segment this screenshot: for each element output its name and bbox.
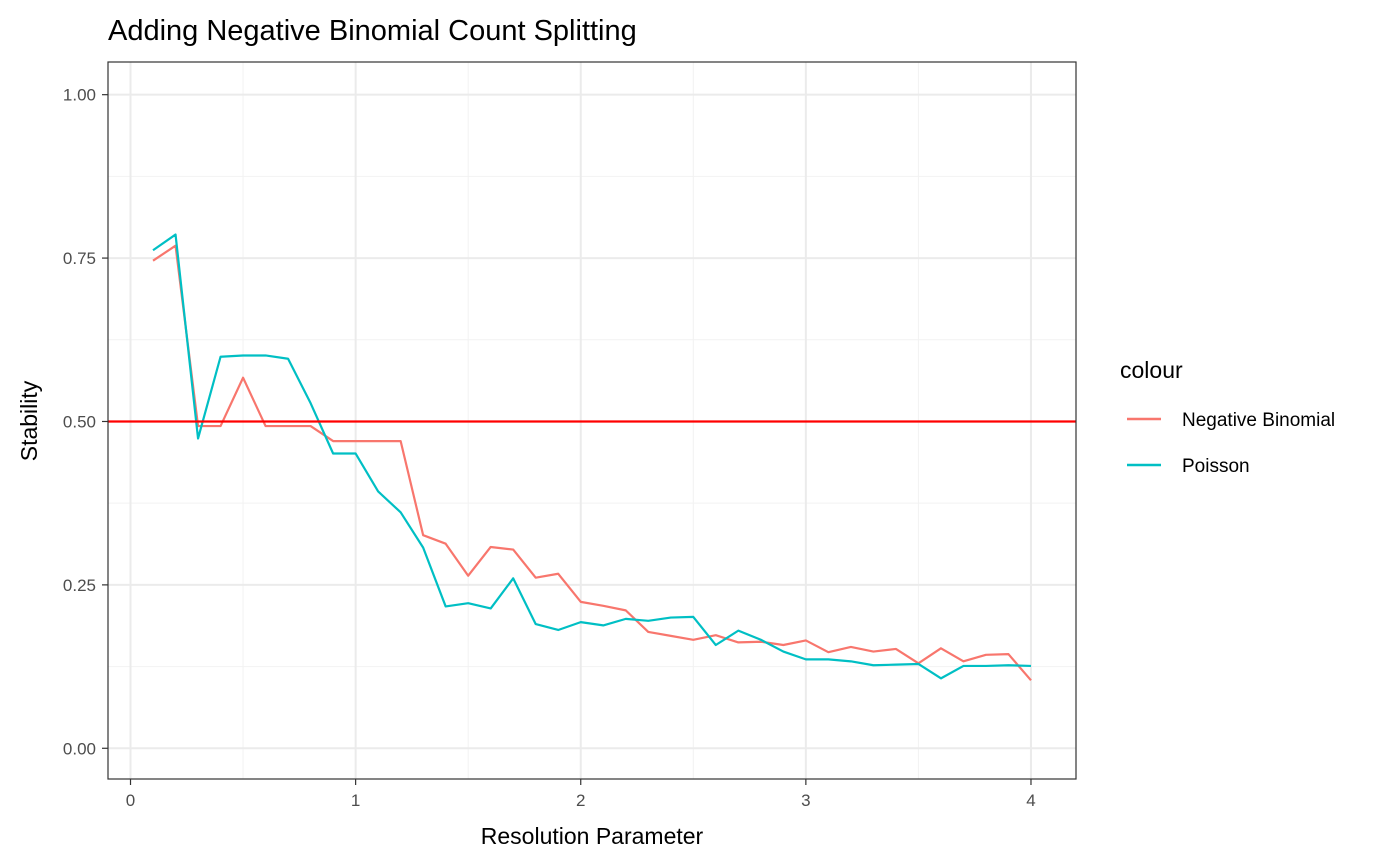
y-tick-label: 1.00 bbox=[63, 86, 96, 105]
legend-label: Negative Binomial bbox=[1182, 410, 1335, 431]
x-axis-title: Resolution Parameter bbox=[481, 823, 704, 849]
chart-title: Adding Negative Binomial Count Splitting bbox=[108, 15, 637, 47]
x-tick-label: 0 bbox=[126, 791, 135, 810]
panel-border bbox=[107, 61, 1077, 780]
legend-title: colour bbox=[1120, 357, 1183, 383]
x-tick-label: 4 bbox=[1026, 791, 1035, 810]
series-line-negative-binomial bbox=[152, 244, 1032, 682]
x-tick-label: 1 bbox=[351, 791, 360, 810]
x-tick-label: 3 bbox=[801, 791, 810, 810]
legend-label: Poisson bbox=[1182, 456, 1250, 477]
y-tick-label: 0.00 bbox=[63, 739, 96, 758]
y-axis-title: Stability bbox=[16, 380, 42, 461]
x-tick-label: 2 bbox=[576, 791, 585, 810]
legend: colour Negative Binomial Poisson bbox=[1120, 357, 1335, 477]
y-tick-label: 0.25 bbox=[63, 576, 96, 595]
plot-panel: 0 1 2 3 4 0.00 0.25 0.50 0.75 1.00 bbox=[63, 61, 1077, 810]
series-line-poisson bbox=[152, 233, 1032, 680]
y-tick-label: 0.75 bbox=[63, 249, 96, 268]
y-tick-label: 0.50 bbox=[63, 412, 96, 431]
